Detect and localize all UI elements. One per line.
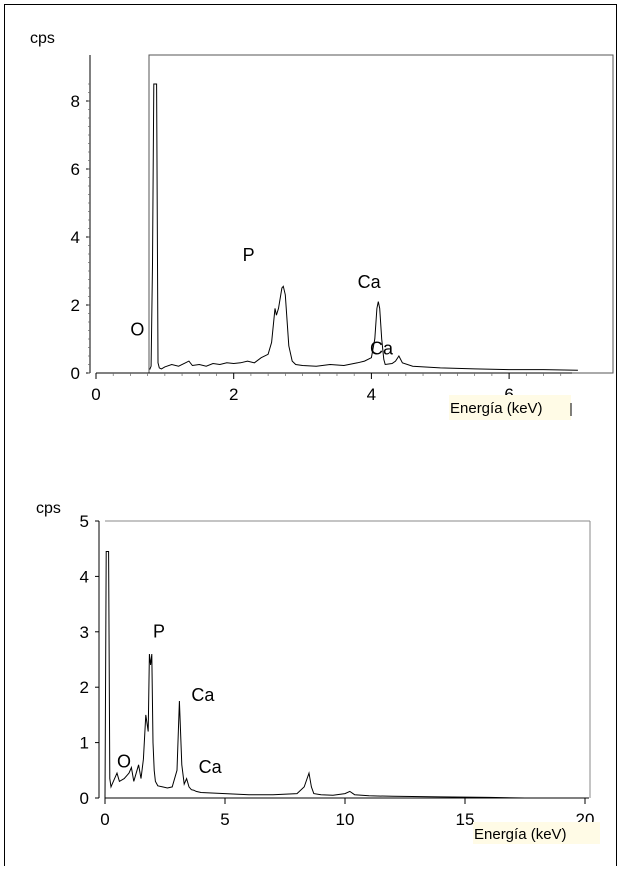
y-tick-label: 0 (71, 364, 80, 383)
spectrum-line (104, 551, 526, 799)
peak-label: Ca (370, 338, 394, 358)
y-tick-label: 1 (80, 734, 89, 753)
page-frame (4, 4, 617, 866)
peak-label: Ca (199, 757, 223, 777)
y-tick-label: 4 (80, 567, 89, 586)
peak-label: O (117, 752, 131, 772)
x-tick-label: 2 (229, 385, 238, 404)
x-tick-label: 0 (91, 385, 100, 404)
x-axis-label-bg (473, 822, 600, 844)
chart-1: 0 2 4 6 8 0 2 4 6 cps Energía (keV) O P Ca Ca (30, 30, 614, 420)
x-tick-label: 15 (456, 810, 475, 829)
x-axis-label: Energía (keV) (450, 400, 543, 417)
x-tick-label: 10 (336, 810, 355, 829)
x-tick-label: 0 (100, 810, 109, 829)
x-tick-label: 6 (504, 385, 513, 404)
y-tick-label: 5 (80, 512, 89, 531)
x-tick-label: 4 (367, 385, 376, 404)
y-tick-label: 4 (71, 228, 80, 247)
y-tick-label: 2 (80, 678, 89, 697)
peak-label: O (130, 320, 144, 340)
peak-label: P (153, 621, 165, 641)
x-axis-label: Energía (keV) (474, 826, 567, 843)
y-axis-label: cps (30, 30, 55, 47)
peak-label: Ca (191, 685, 215, 705)
x-tick-label: 5 (220, 810, 229, 829)
peak-label: P (243, 245, 255, 265)
y-tick-label: 0 (80, 789, 89, 808)
spectrum-line (149, 83, 578, 371)
y-tick-label: 6 (71, 160, 80, 179)
y-tick-label: 2 (71, 296, 80, 315)
x-axis-label-bg (449, 395, 571, 420)
y-tick-label: 3 (80, 623, 89, 642)
peak-label: Ca (358, 272, 382, 292)
y-axis-label: cps (36, 500, 61, 517)
y-tick-label: 8 (71, 92, 80, 111)
